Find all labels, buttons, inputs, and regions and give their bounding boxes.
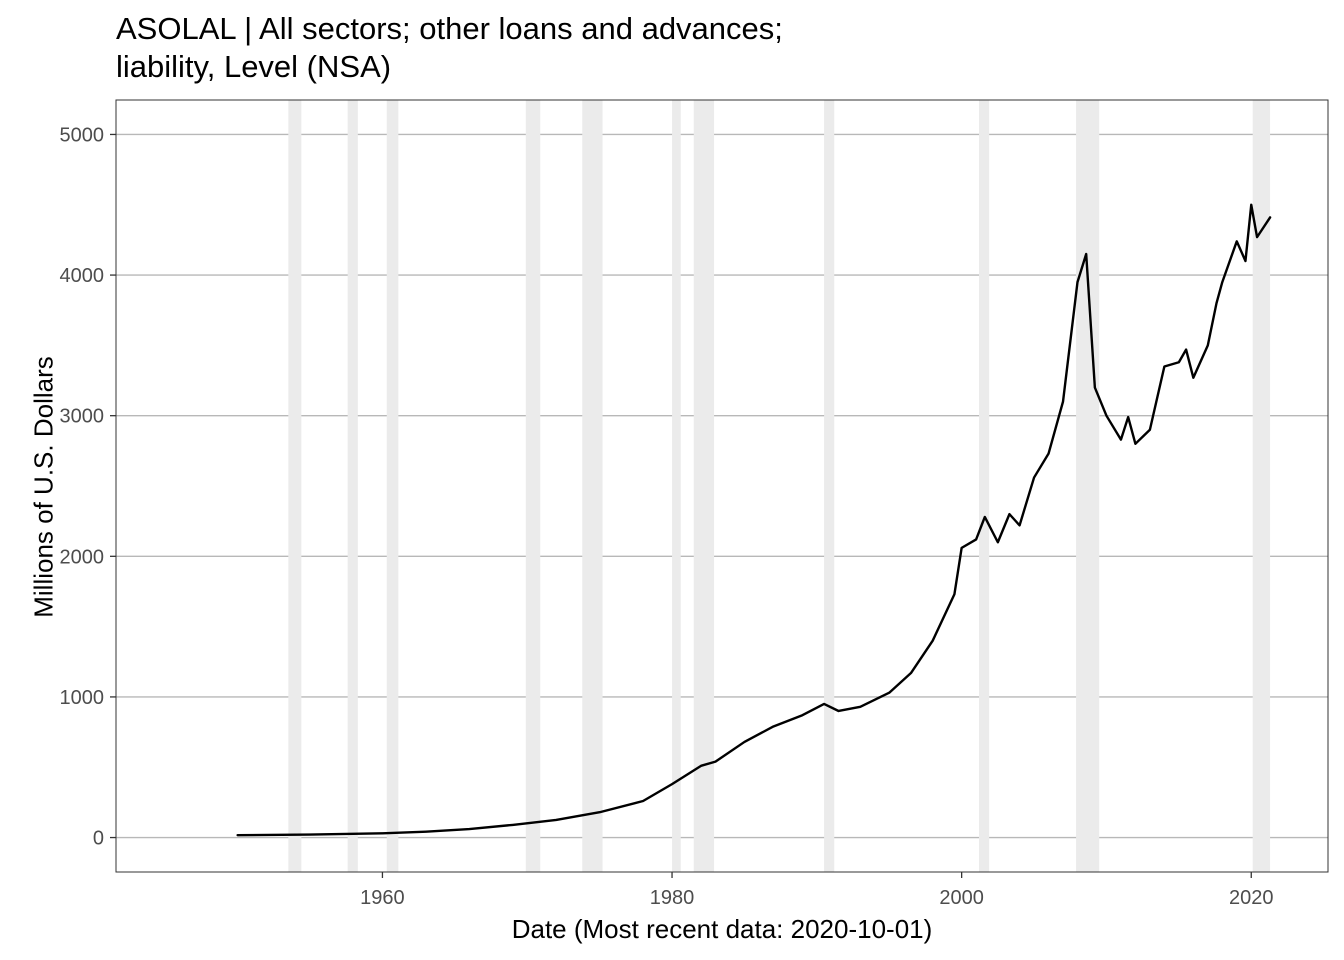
- recession-band: [672, 100, 681, 872]
- recession-band: [386, 100, 399, 872]
- y-tick-label: 3000: [60, 406, 105, 428]
- y-tick-label: 1000: [60, 687, 105, 709]
- chart-title: ASOLAL | All sectors; other loans and ad…: [116, 11, 783, 84]
- recession-band: [979, 100, 990, 872]
- y-tick-label: 0: [93, 828, 104, 850]
- y-tick-label: 5000: [60, 124, 105, 146]
- recession-band: [347, 100, 358, 872]
- x-tick-label: 1980: [650, 887, 695, 909]
- recession-band: [1252, 100, 1271, 872]
- recession-band: [582, 100, 603, 872]
- recession-band: [1076, 100, 1100, 872]
- x-axis-label: Date (Most recent data: 2020-10-01): [511, 914, 933, 944]
- y-tick-label: 2000: [60, 546, 105, 568]
- x-tick-label: 1960: [360, 887, 405, 909]
- series-line: [236, 203, 1272, 837]
- plot-panel-border: [115, 99, 1329, 873]
- x-tick-label: 2020: [1229, 887, 1274, 909]
- y-tick-label: 4000: [60, 265, 105, 287]
- recession-band: [693, 100, 715, 872]
- recession-band: [525, 100, 541, 872]
- x-tick-label: 2000: [939, 887, 984, 909]
- recession-band: [288, 100, 302, 872]
- recession-band: [824, 100, 835, 872]
